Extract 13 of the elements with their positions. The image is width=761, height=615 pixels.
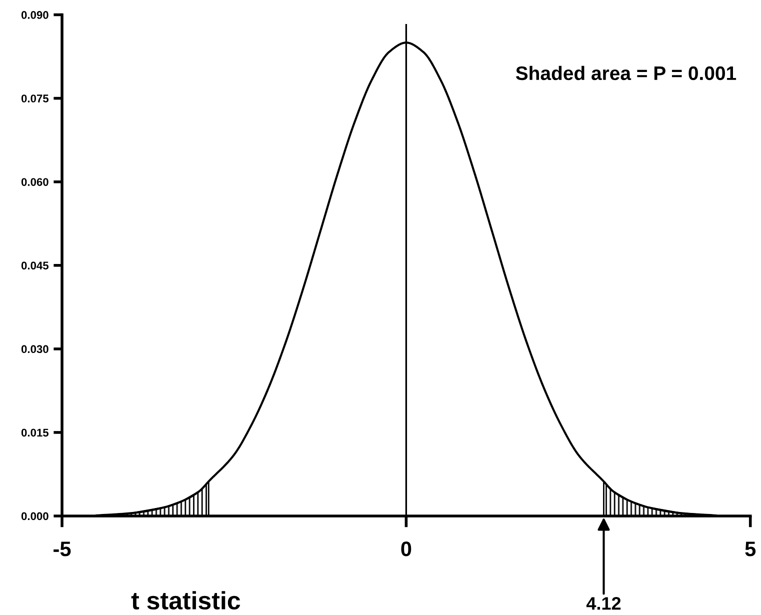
annotation: Shaded area = P = 0.001 — [516, 66, 736, 80]
y-tick-label: 0.000 — [21, 512, 48, 520]
y-tick-label: 0.075 — [21, 94, 49, 102]
annotation: 4.12 — [586, 597, 621, 610]
x-axis-title: t statistic — [131, 591, 240, 610]
x-tick-label: 5 — [745, 542, 756, 556]
y-tick-label: 0.030 — [21, 345, 48, 354]
x-tick-label: -5 — [54, 542, 71, 556]
y-tick-label: 0.015 — [21, 428, 49, 437]
y-tick-label: 0.090 — [21, 11, 48, 19]
y-tick-label: 0.060 — [21, 178, 48, 186]
y-tick-label: 0.045 — [21, 262, 49, 270]
x-tick-label: 0 — [401, 542, 412, 556]
